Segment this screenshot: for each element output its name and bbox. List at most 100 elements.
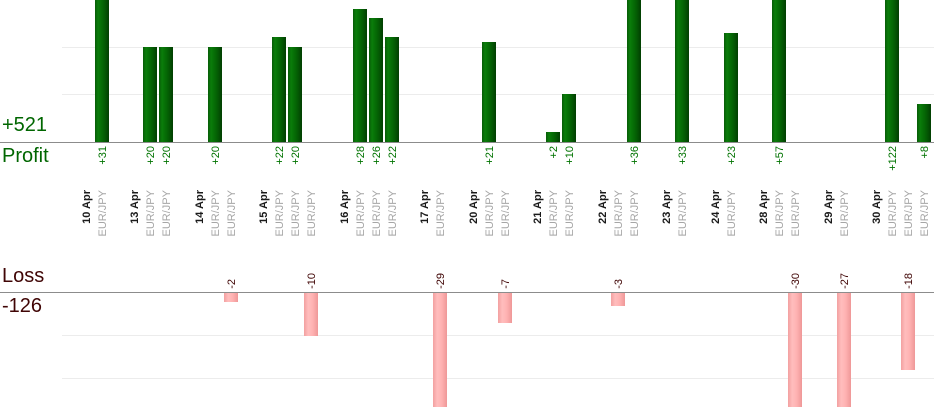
loss-bar bbox=[304, 293, 318, 336]
x-axis-symbol-label: EUR/JPY bbox=[887, 190, 899, 237]
x-axis-symbol-label: EUR/JPY bbox=[628, 190, 641, 237]
x-axis-date-label: 28 Apr bbox=[758, 190, 770, 224]
profit-value-label: +28 bbox=[354, 146, 367, 165]
x-axis-date-label: 20 Apr bbox=[467, 190, 480, 224]
profit-bar bbox=[481, 42, 496, 142]
x-axis-symbol-label: EUR/JPY bbox=[790, 190, 802, 237]
profit-value-label: +20 bbox=[145, 146, 157, 165]
profit-gridline-20 bbox=[62, 47, 934, 48]
x-axis-symbol-label: EUR/JPY bbox=[612, 190, 625, 237]
profit-axis-line bbox=[0, 142, 934, 143]
x-axis-symbol-label: EUR/JPY bbox=[209, 190, 222, 237]
x-axis-symbol-label: EUR/JPY bbox=[483, 190, 496, 237]
loss-value-label: -10 bbox=[306, 273, 318, 289]
profit-value-label: +26 bbox=[370, 146, 383, 165]
x-axis-symbol-label: EUR/JPY bbox=[499, 190, 512, 237]
x-axis-symbol-label: EUR/JPY bbox=[225, 190, 238, 237]
profit-bar bbox=[272, 37, 286, 142]
loss-bar bbox=[497, 293, 512, 323]
profit-total: +521 bbox=[2, 114, 48, 136]
x-axis-symbol-label: EUR/JPY bbox=[96, 190, 109, 237]
x-axis-symbol-label: EUR/JPY bbox=[548, 190, 560, 237]
profit-value-label: +23 bbox=[725, 146, 738, 165]
x-axis-symbol-label: EUR/JPY bbox=[290, 190, 302, 237]
profit-value-label: +8 bbox=[919, 146, 931, 159]
x-axis-symbol-label: EUR/JPY bbox=[274, 190, 286, 237]
loss-total: -126 bbox=[2, 295, 43, 317]
profit-value-label: +31 bbox=[96, 146, 109, 165]
profit-value-label: +36 bbox=[628, 146, 641, 165]
profit-value-label: +20 bbox=[161, 146, 173, 165]
loss-bar bbox=[788, 293, 802, 407]
loss-axis-line bbox=[0, 292, 934, 293]
loss-value-label: -29 bbox=[435, 273, 447, 289]
x-axis-date-label: 16 Apr bbox=[338, 190, 351, 224]
profit-bar bbox=[384, 37, 399, 142]
profit-bar bbox=[546, 132, 560, 142]
x-axis-date-label: 23 Apr bbox=[661, 190, 673, 224]
x-axis-date-label: 17 Apr bbox=[419, 190, 431, 224]
profit-value-label: +57 bbox=[774, 146, 786, 165]
loss-value-label: -3 bbox=[612, 279, 625, 289]
loss-axis-title: Loss bbox=[2, 265, 45, 287]
x-axis-symbol-label: EUR/JPY bbox=[161, 190, 173, 237]
x-axis-symbol-label: EUR/JPY bbox=[838, 190, 851, 237]
x-axis-symbol-label: EUR/JPY bbox=[677, 190, 689, 237]
x-axis-date-label: 30 Apr bbox=[871, 190, 883, 224]
loss-gridline-10 bbox=[62, 335, 934, 336]
profit-value-label: +122 bbox=[887, 146, 899, 171]
loss-value-label: -18 bbox=[903, 273, 915, 289]
x-axis-symbol-label: EUR/JPY bbox=[435, 190, 447, 237]
profit-value-label: +2 bbox=[548, 146, 560, 159]
loss-bar bbox=[836, 293, 851, 407]
loss-bar bbox=[433, 293, 447, 407]
profit-bar bbox=[352, 9, 367, 142]
profit-bar bbox=[723, 33, 738, 142]
x-axis-symbol-label: EUR/JPY bbox=[725, 190, 738, 237]
x-axis-symbol-label: EUR/JPY bbox=[354, 190, 367, 237]
profit-value-label: +21 bbox=[483, 146, 496, 165]
x-axis-date-label: 13 Apr bbox=[129, 190, 141, 224]
profit-value-label: +10 bbox=[564, 146, 576, 165]
x-axis-date-label: 10 Apr bbox=[80, 190, 93, 224]
x-axis-symbol-label: EUR/JPY bbox=[564, 190, 576, 237]
loss-value-label: -2 bbox=[225, 279, 238, 289]
profit-bar bbox=[288, 47, 302, 142]
x-axis-symbol-label: EUR/JPY bbox=[903, 190, 915, 237]
x-axis-symbol-label: EUR/JPY bbox=[386, 190, 399, 237]
profit-value-label: +20 bbox=[290, 146, 302, 165]
x-axis-date-label: 15 Apr bbox=[258, 190, 270, 224]
x-axis-symbol-label: EUR/JPY bbox=[306, 190, 318, 237]
x-axis-date-label: 29 Apr bbox=[822, 190, 835, 224]
profit-bar bbox=[143, 47, 157, 142]
x-axis-date-label: 14 Apr bbox=[193, 190, 206, 224]
profit-value-label: +22 bbox=[386, 146, 399, 165]
profit-bar bbox=[94, 0, 109, 142]
x-axis-symbol-label: EUR/JPY bbox=[370, 190, 383, 237]
x-axis-date-label: 24 Apr bbox=[709, 190, 722, 224]
loss-value-label: -7 bbox=[499, 279, 512, 289]
loss-bar bbox=[901, 293, 915, 370]
loss-bar bbox=[223, 293, 238, 302]
profit-bar bbox=[562, 94, 576, 142]
profit-bar bbox=[772, 0, 786, 142]
loss-bar bbox=[610, 293, 625, 306]
profit-bar bbox=[885, 0, 899, 142]
loss-value-label: -30 bbox=[790, 273, 802, 289]
profit-value-label: +33 bbox=[677, 146, 689, 165]
x-axis-symbol-label: EUR/JPY bbox=[774, 190, 786, 237]
profit-bar bbox=[917, 104, 931, 142]
x-axis-symbol-label: EUR/JPY bbox=[919, 190, 931, 237]
x-axis-date-label: 21 Apr bbox=[532, 190, 544, 224]
profit-bar bbox=[368, 18, 383, 142]
profit-bar bbox=[159, 47, 173, 142]
profit-bar bbox=[626, 0, 641, 142]
profit-bar bbox=[675, 0, 689, 142]
x-axis-symbol-label: EUR/JPY bbox=[145, 190, 157, 237]
x-axis-date-label: 22 Apr bbox=[596, 190, 609, 224]
loss-gridline-20 bbox=[62, 378, 934, 379]
loss-value-label: -27 bbox=[838, 273, 851, 289]
profit-gridline-10 bbox=[62, 94, 934, 95]
profit-value-label: +22 bbox=[274, 146, 286, 165]
